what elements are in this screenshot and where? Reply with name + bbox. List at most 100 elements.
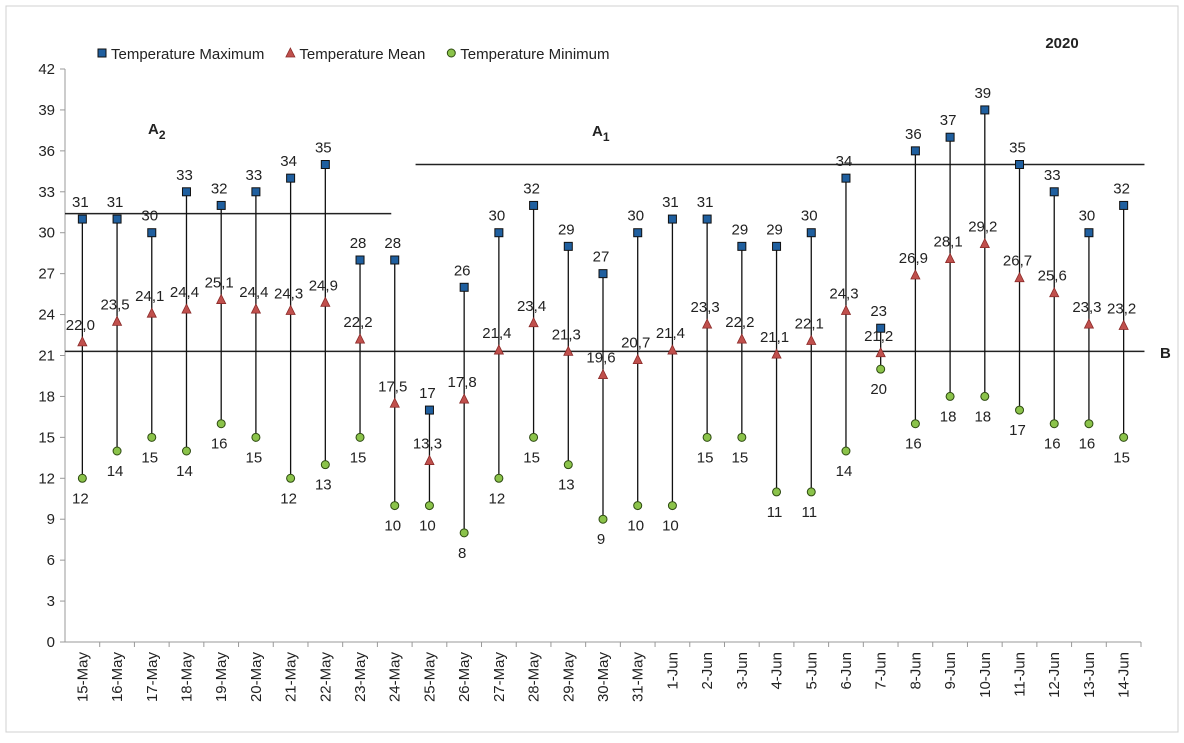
marker-min — [181, 446, 191, 456]
value-label: 32 — [1113, 180, 1130, 197]
x-tick-label: 6-Jun — [838, 652, 855, 690]
value-label: 39 — [974, 85, 991, 102]
x-tick-label: 30-May — [595, 652, 612, 703]
value-label: 25,6 — [1038, 268, 1067, 285]
marker-min — [841, 446, 851, 456]
marker-mean — [701, 318, 713, 329]
value-label: 8 — [458, 545, 466, 562]
value-label: 30 — [801, 208, 818, 225]
value-label: 30 — [141, 208, 158, 225]
value-label: 21,3 — [552, 326, 581, 343]
y-tick-label: 0 — [47, 634, 55, 651]
x-tick-label: 13-Jun — [1081, 652, 1098, 698]
marker-mean — [840, 304, 852, 315]
value-label: 18 — [940, 408, 957, 425]
value-label: 28 — [384, 235, 401, 252]
marker-max — [910, 146, 920, 156]
value-label: 26,7 — [1003, 253, 1032, 270]
marker-mean — [771, 348, 782, 359]
marker-mean — [77, 335, 88, 347]
value-label: 29 — [731, 221, 748, 238]
marker-min — [251, 432, 261, 442]
value-label: 11 — [767, 504, 783, 521]
x-tick-label: 29-May — [560, 652, 577, 703]
marker-min — [529, 432, 539, 442]
value-label: 21,4 — [656, 325, 685, 342]
value-label: 14 — [176, 463, 193, 480]
marker-mean — [1014, 271, 1025, 283]
marker-max — [320, 160, 330, 169]
marker-mean — [285, 47, 296, 58]
marker-max — [355, 255, 365, 265]
marker-max — [147, 228, 157, 238]
marker-mean — [806, 334, 817, 345]
marker-max — [841, 173, 851, 183]
value-label: 31 — [72, 194, 89, 211]
x-tick-label: 1-Jun — [664, 652, 681, 690]
year-annotation: 2020 — [1045, 35, 1078, 52]
y-tick-label: 27 — [38, 266, 55, 283]
y-tick-label: 21 — [38, 348, 55, 365]
marker-min — [772, 487, 782, 497]
marker-min — [876, 364, 886, 374]
value-label: 23,3 — [1072, 299, 1101, 316]
value-label: 22,1 — [795, 315, 824, 332]
value-label: 34 — [836, 153, 853, 170]
value-label: 23 — [870, 303, 887, 320]
value-label: 21,4 — [482, 325, 511, 342]
marker-min — [286, 473, 296, 483]
marker-min — [424, 501, 434, 511]
marker-max — [633, 228, 643, 238]
reference-label-subscript: 1 — [603, 130, 610, 144]
value-label: 11 — [801, 504, 817, 521]
value-label: 30 — [1079, 208, 1096, 225]
marker-max — [529, 200, 539, 210]
marker-mean — [389, 397, 400, 408]
marker-min — [563, 460, 573, 470]
marker-mean — [181, 303, 192, 314]
marker-max — [806, 228, 816, 238]
marker-mean — [459, 393, 470, 404]
value-label: 29 — [766, 221, 783, 238]
marker-min — [77, 473, 87, 483]
marker-max — [876, 323, 886, 333]
marker-max — [1084, 228, 1094, 238]
x-tick-label: 2-Jun — [699, 652, 716, 690]
value-label: 15 — [246, 449, 263, 466]
marker-mean — [111, 315, 123, 326]
marker-min — [494, 473, 504, 483]
x-tick-label: 7-Jun — [873, 652, 890, 690]
marker-max — [112, 214, 122, 224]
value-label: 29 — [558, 221, 575, 238]
value-label: 22,2 — [725, 314, 754, 331]
value-label: 15 — [731, 449, 748, 466]
value-label: 10 — [662, 518, 679, 535]
marker-max — [459, 282, 469, 292]
marker-max — [216, 200, 226, 210]
value-label: 30 — [627, 208, 644, 225]
value-label: 23,4 — [517, 298, 546, 315]
marker-mean — [632, 353, 643, 364]
marker-mean — [216, 293, 227, 304]
value-label: 37 — [940, 112, 957, 129]
value-label: 24,4 — [239, 284, 268, 301]
y-tick-label: 39 — [38, 102, 55, 119]
x-tick-label: 23-May — [352, 652, 369, 703]
value-label: 13 — [558, 477, 575, 494]
marker-mean — [424, 454, 435, 465]
legend-label: Temperature Mean — [299, 46, 425, 63]
y-tick-label: 15 — [38, 429, 55, 446]
reference-label-subscript: 2 — [159, 128, 166, 142]
marker-min — [355, 432, 365, 442]
value-label: 17 — [1009, 422, 1026, 439]
marker-min — [459, 528, 469, 538]
reference-label-text: B — [1160, 345, 1171, 362]
marker-max — [494, 228, 504, 238]
chart-border — [5, 5, 1179, 733]
marker-max — [251, 187, 261, 197]
value-label: 16 — [905, 436, 922, 453]
value-label: 33 — [1044, 167, 1061, 184]
marker-min — [216, 419, 226, 429]
marker-min — [806, 487, 816, 497]
